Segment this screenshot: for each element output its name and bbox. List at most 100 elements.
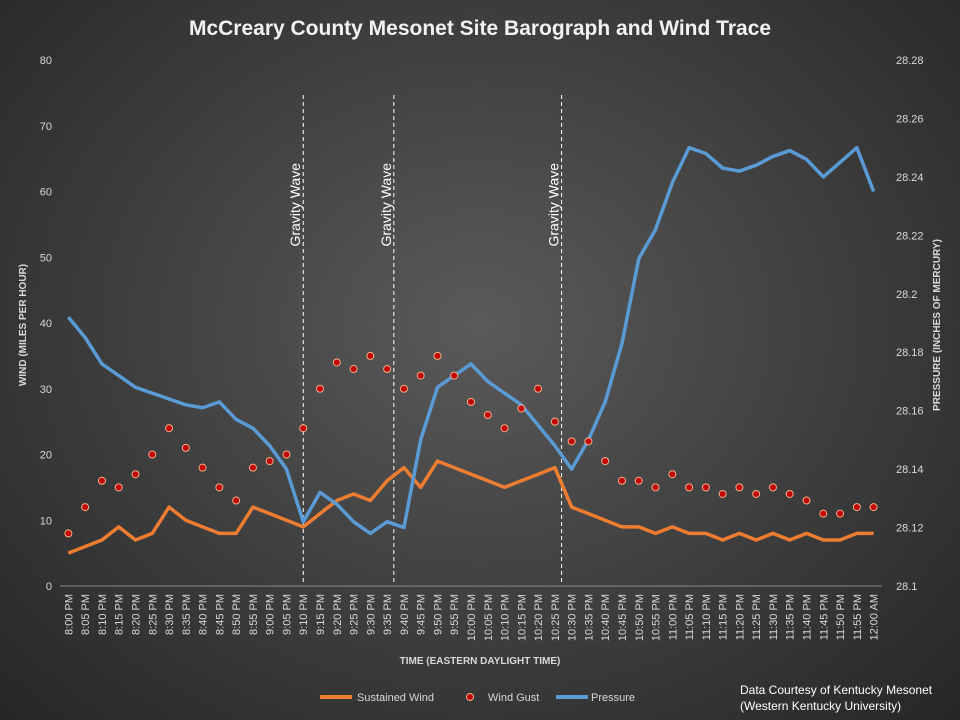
x-tick-label: 9:40 PM bbox=[399, 594, 411, 635]
left-tick-label: 70 bbox=[40, 121, 52, 133]
x-tick-label: 8:45 PM bbox=[214, 594, 226, 635]
left-tick-label: 60 bbox=[40, 187, 52, 199]
wind-gust-point bbox=[718, 489, 727, 498]
wind-gust-point bbox=[467, 397, 475, 406]
x-tick-label: 8:05 PM bbox=[80, 594, 92, 635]
wind-gust-point bbox=[634, 476, 643, 485]
left-tick-label: 0 bbox=[46, 581, 52, 593]
x-tick-label: 10:20 PM bbox=[533, 594, 545, 641]
x-tick-label: 8:20 PM bbox=[130, 594, 142, 635]
x-tick-label: 10:50 PM bbox=[634, 594, 646, 641]
wind-gust-point bbox=[685, 483, 694, 492]
wind-gust-point bbox=[869, 503, 878, 512]
wind-gust-point bbox=[836, 509, 845, 518]
x-tick-label: 10:30 PM bbox=[567, 594, 579, 641]
x-tick-label: 11:05 PM bbox=[684, 594, 696, 640]
plot-area bbox=[64, 145, 878, 555]
right-tick-label: 28.18 bbox=[896, 347, 924, 359]
x-tick-label: 11:55 PM bbox=[852, 594, 864, 640]
gravity-wave-label: Gravity Wave bbox=[287, 163, 303, 247]
wind-gust-point bbox=[282, 450, 291, 459]
wind-gust-point bbox=[785, 489, 794, 498]
x-tick-label: 9:10 PM bbox=[298, 594, 310, 635]
left-tick-label: 20 bbox=[40, 450, 52, 462]
wind-gust-point bbox=[131, 470, 140, 479]
wind-gust-point bbox=[584, 437, 593, 446]
x-tick-label: 10:00 PM bbox=[466, 594, 478, 641]
wind-gust-point bbox=[299, 424, 308, 433]
wind-gust-point bbox=[651, 483, 660, 492]
wind-gust-point bbox=[852, 503, 861, 512]
wind-gust-point bbox=[265, 457, 274, 466]
wind-gust-point bbox=[450, 371, 459, 380]
right-tick-label: 28.12 bbox=[896, 523, 924, 535]
right-axis-label: PRESSURE (INCHES OF MERCURY) bbox=[932, 239, 943, 411]
wind-gust-point bbox=[215, 483, 224, 492]
legend-sustained-label: Sustained Wind bbox=[357, 692, 434, 704]
wind-gust-point bbox=[64, 529, 73, 538]
x-axis-label: TIME (EASTERN DAYLIGHT TIME) bbox=[400, 656, 561, 667]
x-tick-label: 10:25 PM bbox=[550, 594, 562, 641]
x-tick-label: 10:35 PM bbox=[583, 594, 595, 641]
x-tick-label: 8:00 PM bbox=[63, 594, 75, 635]
wind-gust-point bbox=[735, 483, 744, 492]
wind-gust-point bbox=[534, 384, 543, 393]
pressure-line bbox=[67, 145, 876, 536]
gravity-wave-label: Gravity Wave bbox=[378, 163, 394, 247]
x-tick-label: 8:40 PM bbox=[198, 594, 210, 635]
right-tick-label: 28.2 bbox=[896, 289, 917, 301]
x-tick-label: 8:35 PM bbox=[181, 594, 193, 635]
x-tick-label: 9:30 PM bbox=[365, 594, 377, 635]
x-tick-label: 11:40 PM bbox=[802, 594, 814, 640]
right-tick-label: 28.28 bbox=[896, 55, 924, 67]
left-tick-label: 40 bbox=[40, 318, 52, 330]
x-tick-label: 8:15 PM bbox=[114, 594, 126, 635]
x-tick-label: 11:20 PM bbox=[734, 594, 746, 640]
wind-gust-point bbox=[81, 503, 90, 512]
sustained-wind-line bbox=[67, 459, 874, 555]
x-tick-label: 9:35 PM bbox=[382, 594, 394, 635]
wind-gust-point bbox=[198, 463, 207, 472]
wind-gust-point bbox=[316, 384, 325, 393]
x-tick-label: 9:55 PM bbox=[449, 594, 461, 635]
wind-gust-point bbox=[802, 496, 811, 505]
credit-line-1: Data Courtesy of Kentucky Mesonet bbox=[740, 683, 933, 697]
x-tick-label: 11:50 PM bbox=[835, 594, 847, 640]
legend-gust-swatch bbox=[466, 693, 474, 701]
x-tick-label: 11:25 PM bbox=[751, 594, 763, 640]
right-tick-label: 28.24 bbox=[896, 172, 924, 184]
x-tick-label: 8:10 PM bbox=[97, 594, 109, 635]
x-tick-label: 8:30 PM bbox=[164, 594, 176, 635]
x-tick-label: 9:00 PM bbox=[265, 594, 277, 635]
credit-line-2: (Western Kentucky University) bbox=[740, 699, 901, 713]
x-tick-label: 10:10 PM bbox=[500, 594, 512, 641]
wind-gust-point bbox=[97, 476, 106, 485]
wind-gust-point bbox=[181, 443, 190, 452]
wind-gust-point bbox=[701, 483, 710, 492]
right-tick-label: 28.22 bbox=[896, 230, 924, 242]
wind-gust-point bbox=[601, 457, 610, 466]
wind-gust-point bbox=[148, 450, 157, 459]
wind-gust-point bbox=[366, 351, 375, 360]
wind-gust-point bbox=[248, 463, 257, 472]
x-tick-label: 8:25 PM bbox=[147, 594, 159, 635]
x-tick-label: 11:15 PM bbox=[718, 594, 730, 640]
x-tick-label: 8:55 PM bbox=[248, 594, 260, 635]
wind-gust-point bbox=[232, 496, 241, 505]
x-tick-label: 9:20 PM bbox=[332, 594, 344, 635]
x-tick-label: 11:35 PM bbox=[785, 594, 797, 640]
left-tick-label: 50 bbox=[40, 252, 52, 264]
x-tick-label: 9:15 PM bbox=[315, 594, 327, 635]
gravity-wave-label: Gravity Wave bbox=[546, 163, 562, 247]
left-tick-label: 30 bbox=[40, 384, 52, 396]
wind-gust-point bbox=[416, 371, 425, 380]
x-tick-label: 12:00 AM bbox=[869, 594, 881, 640]
right-tick-label: 28.1 bbox=[896, 581, 917, 593]
left-tick-label: 10 bbox=[40, 515, 52, 527]
legend: Sustained Wind Wind Gust Pressure bbox=[320, 692, 635, 704]
legend-pressure-label: Pressure bbox=[591, 692, 635, 704]
x-tick-label: 10:40 PM bbox=[600, 594, 612, 641]
x-tick-label: 10:05 PM bbox=[483, 594, 495, 641]
x-tick-label: 9:05 PM bbox=[281, 594, 293, 635]
